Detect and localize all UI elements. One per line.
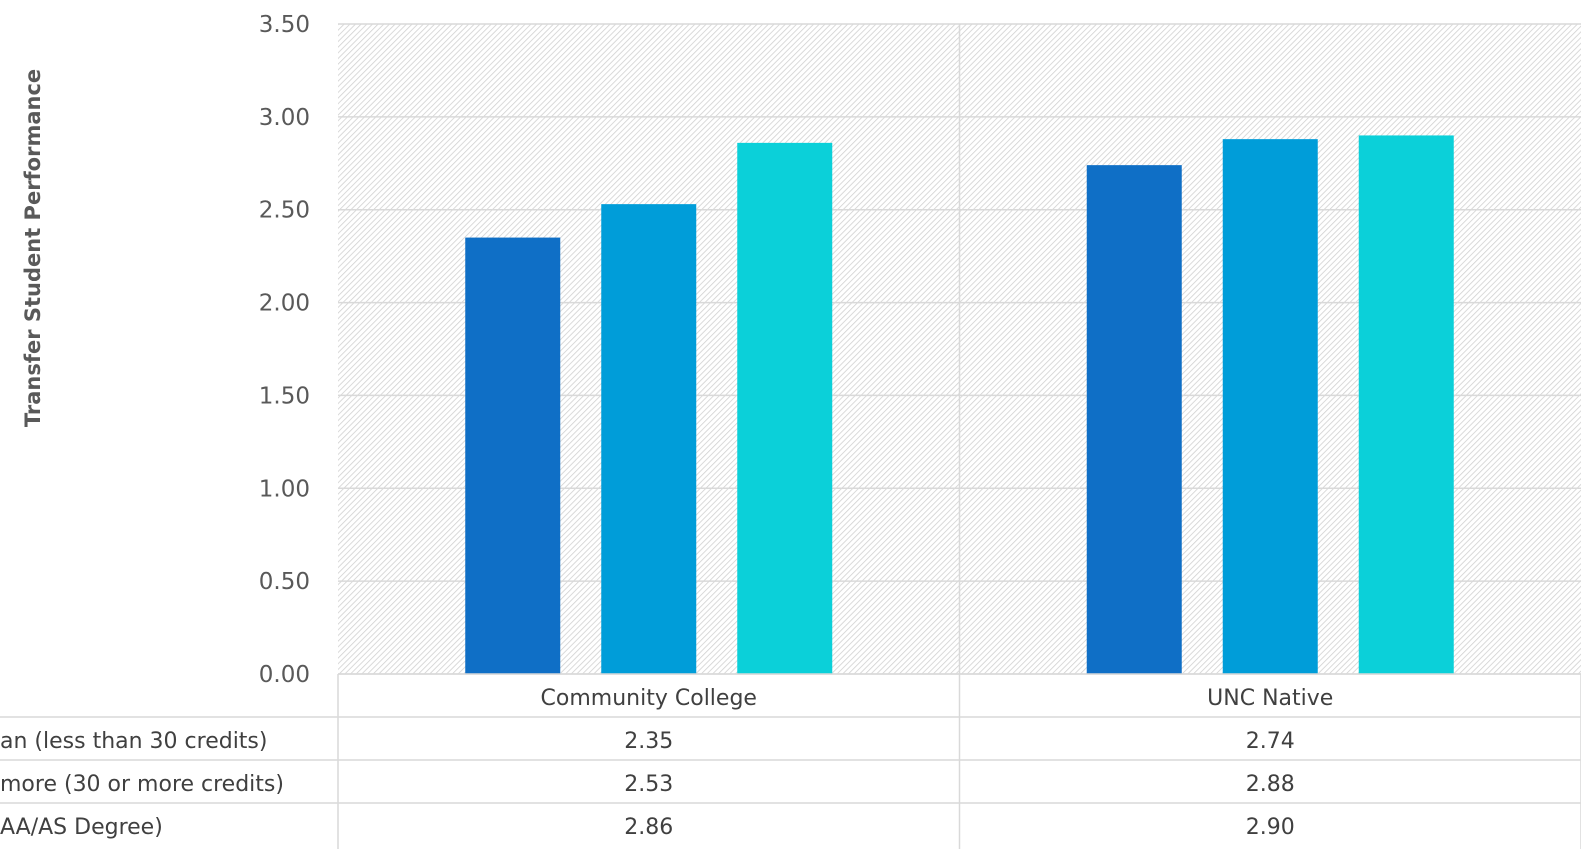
- series-row-label: more (30 or more credits): [0, 772, 284, 797]
- bar: [601, 204, 697, 674]
- data-label: 2.53: [624, 772, 673, 797]
- bar: [1222, 139, 1318, 675]
- data-label: 2.74: [1246, 729, 1295, 754]
- bars: [465, 135, 1454, 675]
- y-tick-label: 0.50: [259, 569, 310, 595]
- y-tick-label: 0.00: [259, 662, 310, 688]
- data-label: 2.86: [624, 815, 673, 840]
- data-table: Community College UNC Native an (less than…: [0, 673, 1581, 849]
- bar: [465, 237, 561, 675]
- y-tick-labels: 0.00 0.50 1.00 1.50 2.00 2.50 3.00 3.50: [259, 12, 310, 688]
- series-row-label: AA/AS Degree): [0, 815, 163, 840]
- series-row-label: an (less than 30 credits): [0, 729, 267, 754]
- bar: [1358, 135, 1454, 674]
- y-tick-label: 3.00: [259, 105, 310, 131]
- y-tick-label: 2.00: [259, 291, 310, 317]
- y-tick-label: 1.00: [259, 476, 310, 502]
- bar: [737, 142, 833, 674]
- y-tick-label: 1.50: [259, 383, 310, 409]
- category-label: UNC Native: [1207, 686, 1333, 711]
- data-label: 2.90: [1246, 815, 1295, 840]
- y-tick-label: 2.50: [259, 198, 310, 224]
- y-axis-label: Transfer Student Performance: [21, 69, 45, 427]
- bar: [1086, 165, 1182, 674]
- category-label: Community College: [541, 686, 757, 711]
- data-label: 2.35: [624, 729, 673, 754]
- data-label: 2.88: [1246, 772, 1295, 797]
- y-tick-label: 3.50: [259, 12, 310, 38]
